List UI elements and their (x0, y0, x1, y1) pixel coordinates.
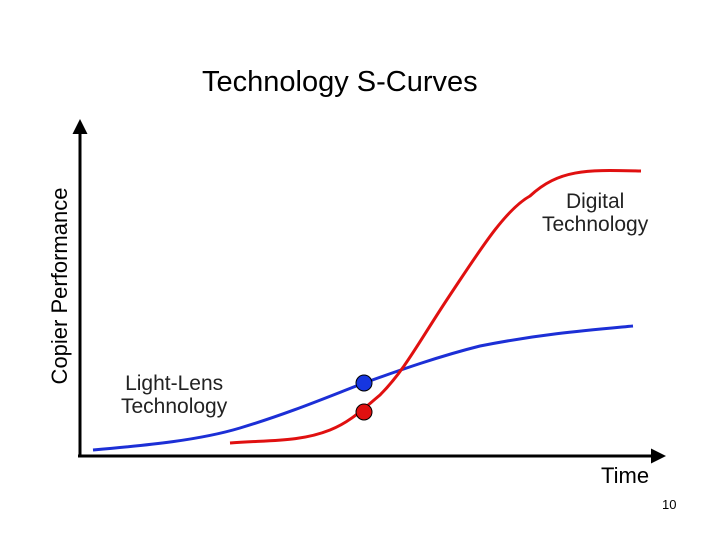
light-lens-marker (355, 374, 373, 392)
digital-label-line1: Digital (565, 190, 625, 213)
light-lens-label-line2: Technology (121, 395, 228, 418)
light-lens-technology-label: Light-Lens Technology (121, 372, 227, 418)
digital-marker (355, 403, 373, 421)
digital-technology-label: Digital Technology (542, 190, 648, 236)
y-axis-label: Copier Performance (47, 187, 72, 385)
digital-curve (229, 169, 642, 445)
light-lens-label-line1: Light-Lens (125, 372, 224, 395)
x-axis-label: Time (601, 463, 650, 488)
page-number: 10 (662, 497, 677, 512)
page-title: Technology S-Curves (202, 66, 478, 98)
digital-label-line2: Technology (542, 213, 649, 236)
